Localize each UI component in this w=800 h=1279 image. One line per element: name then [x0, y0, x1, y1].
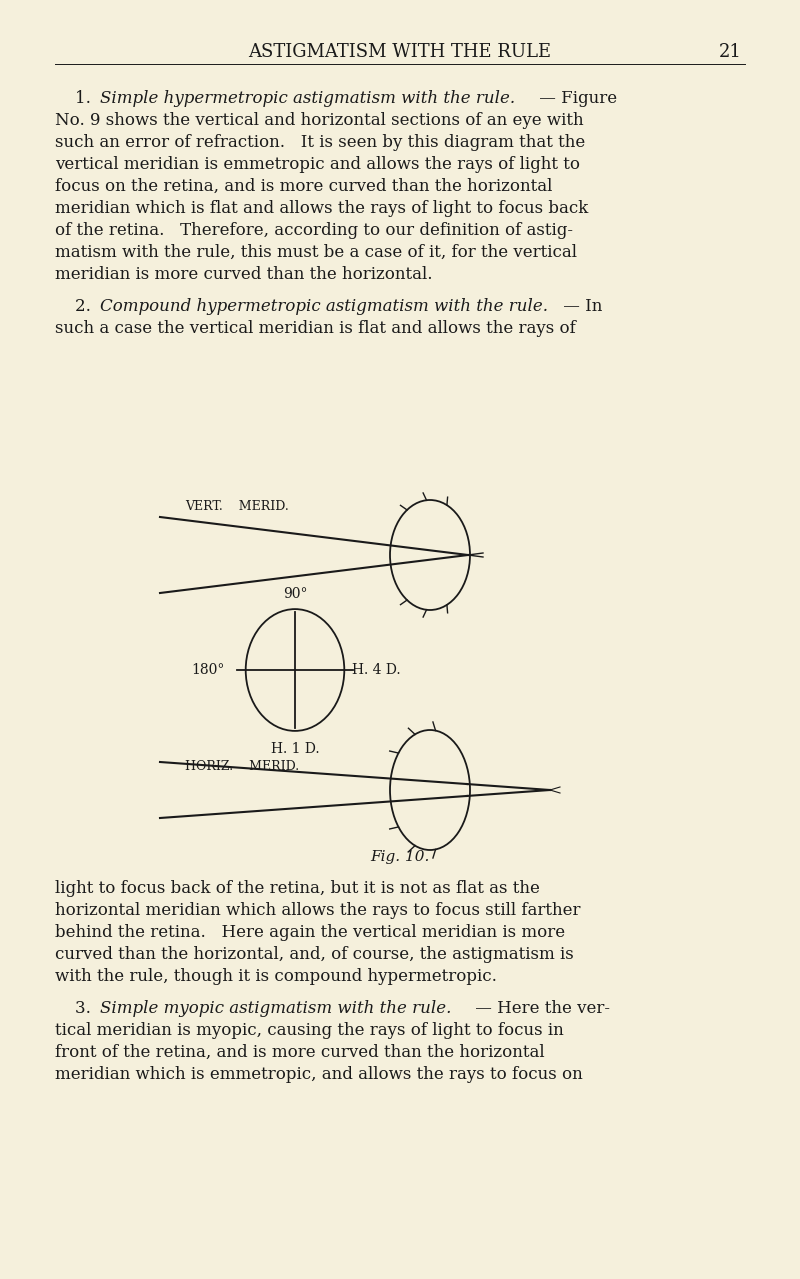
Text: 3.: 3. — [75, 1000, 102, 1017]
Text: — In: — In — [558, 298, 602, 315]
Text: curved than the horizontal, and, of course, the astigmatism is: curved than the horizontal, and, of cour… — [55, 946, 574, 963]
Text: of the retina.   Therefore, according to our definition of astig-: of the retina. Therefore, according to o… — [55, 223, 573, 239]
Text: H. 4 D.: H. 4 D. — [352, 663, 401, 677]
Text: meridian which is flat and allows the rays of light to focus back: meridian which is flat and allows the ra… — [55, 200, 588, 217]
Text: No. 9 shows the vertical and horizontal sections of an eye with: No. 9 shows the vertical and horizontal … — [55, 113, 584, 129]
Text: Simple myopic astigmatism with the rule.: Simple myopic astigmatism with the rule. — [100, 1000, 451, 1017]
Text: 180°: 180° — [191, 663, 225, 677]
Text: behind the retina.   Here again the vertical meridian is more: behind the retina. Here again the vertic… — [55, 923, 565, 941]
Text: meridian is more curved than the horizontal.: meridian is more curved than the horizon… — [55, 266, 433, 283]
Text: such a case the vertical meridian is flat and allows the rays of: such a case the vertical meridian is fla… — [55, 320, 576, 336]
Text: with the rule, though it is compound hypermetropic.: with the rule, though it is compound hyp… — [55, 968, 497, 985]
Text: Simple hypermetropic astigmatism with the rule.: Simple hypermetropic astigmatism with th… — [100, 90, 515, 107]
Text: 2.: 2. — [75, 298, 102, 315]
Text: horizontal meridian which allows the rays to focus still farther: horizontal meridian which allows the ray… — [55, 902, 581, 920]
Text: such an error of refraction.   It is seen by this diagram that the: such an error of refraction. It is seen … — [55, 134, 586, 151]
Text: vertical meridian is emmetropic and allows the rays of light to: vertical meridian is emmetropic and allo… — [55, 156, 580, 173]
Text: VERT.    MERID.: VERT. MERID. — [185, 500, 289, 513]
Text: HORIZ.    MERID.: HORIZ. MERID. — [185, 760, 299, 773]
Text: 1.: 1. — [75, 90, 102, 107]
Text: meridian which is emmetropic, and allows the rays to focus on: meridian which is emmetropic, and allows… — [55, 1065, 582, 1083]
Text: Compound hypermetropic astigmatism with the rule.: Compound hypermetropic astigmatism with … — [100, 298, 548, 315]
Text: matism with the rule, this must be a case of it, for the vertical: matism with the rule, this must be a cas… — [55, 244, 577, 261]
Text: ASTIGMATISM WITH THE RULE: ASTIGMATISM WITH THE RULE — [249, 43, 551, 61]
Text: H. 1 D.: H. 1 D. — [270, 742, 319, 756]
Text: tical meridian is myopic, causing the rays of light to focus in: tical meridian is myopic, causing the ra… — [55, 1022, 564, 1039]
Text: Fig. 10.: Fig. 10. — [370, 851, 430, 865]
Text: 21: 21 — [718, 43, 742, 61]
Text: front of the retina, and is more curved than the horizontal: front of the retina, and is more curved … — [55, 1044, 545, 1062]
Text: — Here the ver-: — Here the ver- — [470, 1000, 610, 1017]
Text: focus on the retina, and is more curved than the horizontal: focus on the retina, and is more curved … — [55, 178, 552, 194]
Text: 90°: 90° — [282, 587, 307, 601]
Text: light to focus back of the retina, but it is not as flat as the: light to focus back of the retina, but i… — [55, 880, 540, 897]
Text: — Figure: — Figure — [534, 90, 617, 107]
